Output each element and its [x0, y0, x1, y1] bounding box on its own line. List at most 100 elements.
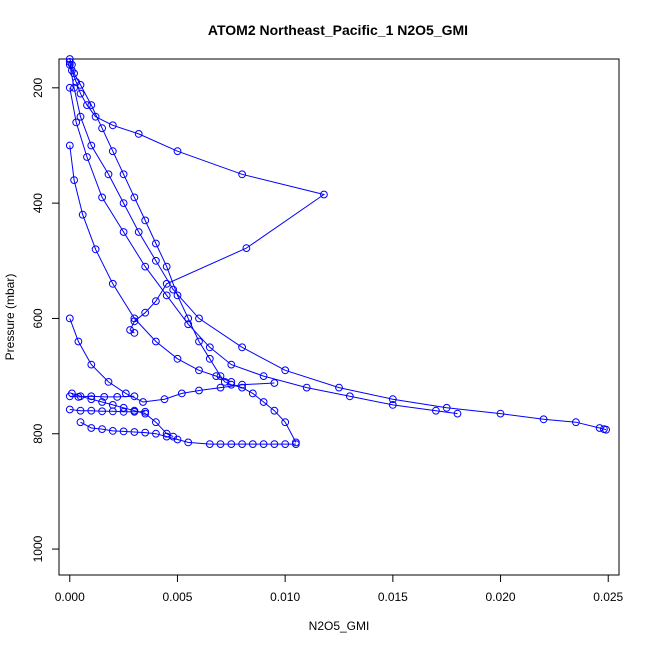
- data-point: [238, 170, 247, 179]
- x-tick-label: 0.020: [486, 590, 516, 604]
- data-point: [195, 337, 203, 346]
- data-point: [130, 428, 139, 436]
- data-point: [98, 407, 106, 416]
- data-point: [195, 366, 203, 375]
- data-point: [335, 383, 343, 392]
- data-point: [70, 176, 78, 185]
- data-point: [83, 101, 91, 109]
- data-point: [130, 329, 139, 337]
- series-7: [76, 418, 300, 449]
- data-point: [539, 415, 548, 424]
- data-point: [152, 429, 160, 438]
- data-point: [72, 118, 81, 127]
- y-axis-label: Pressure (mbar): [3, 274, 17, 361]
- series-line: [69, 61, 326, 334]
- data-point: [173, 354, 182, 363]
- x-axis-label: N2O5_GMI: [309, 619, 370, 633]
- data-point: [184, 320, 193, 329]
- data-point: [302, 383, 311, 392]
- data-point: [281, 440, 290, 449]
- data-point: [76, 112, 85, 121]
- series-line: [69, 409, 146, 413]
- data-point: [270, 440, 279, 449]
- y-axis: 200 400 600 800 1000: [31, 77, 60, 562]
- data-point: [119, 427, 128, 436]
- data-point: [453, 409, 462, 418]
- series-line: [69, 145, 232, 383]
- data-point: [113, 393, 122, 401]
- series-line: [69, 64, 607, 431]
- series-line: [69, 58, 297, 443]
- data-point: [76, 89, 85, 98]
- data-point: [108, 147, 117, 156]
- data-point: [108, 279, 117, 288]
- series-4: [65, 83, 462, 418]
- data-point: [98, 425, 106, 434]
- data-point: [104, 170, 113, 179]
- data-point: [602, 425, 610, 434]
- data-point: [70, 83, 78, 92]
- data-point: [162, 262, 171, 271]
- data-point: [212, 372, 221, 381]
- x-axis: 0.000 0.005 0.010 0.015 0.020 0.025: [55, 574, 624, 604]
- data-point: [98, 398, 106, 406]
- data-point: [87, 424, 96, 432]
- y-tick-label: 200: [31, 77, 45, 97]
- data-point: [119, 407, 128, 416]
- data-point: [141, 216, 150, 225]
- series-5: [65, 141, 236, 386]
- data-point: [104, 378, 113, 386]
- series-3: [65, 60, 610, 434]
- data-point: [76, 406, 85, 415]
- data-point: [205, 354, 214, 363]
- data-point: [496, 409, 505, 418]
- data-point: [227, 360, 236, 369]
- data-point: [141, 428, 150, 437]
- data-point: [152, 297, 160, 306]
- series-line: [69, 87, 458, 415]
- series-10: [65, 392, 139, 401]
- data-point: [216, 440, 225, 449]
- data-point: [74, 337, 83, 346]
- data-point: [162, 291, 171, 300]
- x-tick-label: 0.000: [55, 590, 85, 604]
- data-point: [227, 440, 236, 449]
- data-point: [388, 401, 397, 409]
- data-point: [248, 440, 257, 449]
- x-tick-label: 0.015: [378, 590, 408, 604]
- data-point: [119, 199, 128, 208]
- data-point: [292, 440, 300, 449]
- data-point: [87, 392, 96, 401]
- data-point: [134, 228, 143, 236]
- data-point: [130, 407, 139, 416]
- data-point: [65, 314, 74, 323]
- data-point: [432, 406, 440, 415]
- data-point: [205, 343, 214, 352]
- data-point: [100, 393, 109, 401]
- data-point: [65, 60, 74, 69]
- y-tick-label: 400: [31, 193, 45, 213]
- x-tick-label: 0.010: [270, 590, 300, 604]
- data-point: [108, 407, 117, 416]
- data-point: [130, 314, 139, 323]
- y-tick-label: 600: [31, 308, 45, 328]
- data-point: [195, 314, 203, 323]
- data-point: [141, 308, 150, 317]
- series-6: [68, 389, 178, 441]
- data-point: [173, 291, 182, 300]
- data-point: [139, 398, 147, 406]
- data-point: [76, 418, 85, 427]
- data-point: [227, 378, 236, 386]
- data-point: [98, 124, 106, 133]
- data-point: [238, 343, 247, 352]
- data-point: [87, 360, 96, 369]
- y-tick-label: 1000: [31, 535, 45, 562]
- series-line: [80, 421, 296, 445]
- data-point: [227, 380, 236, 389]
- data-point: [259, 440, 268, 449]
- data-point: [119, 228, 128, 236]
- data-point: [119, 170, 128, 179]
